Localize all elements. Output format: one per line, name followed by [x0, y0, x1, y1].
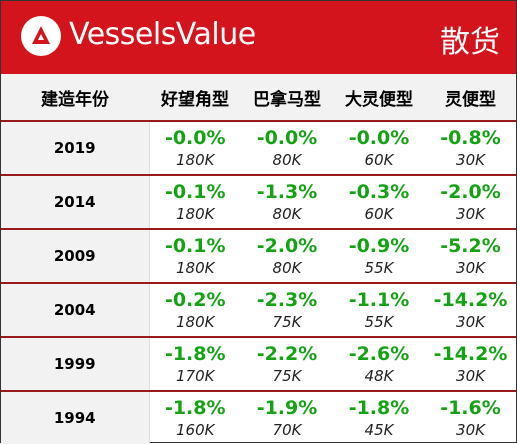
vessel-size: 30K [456, 205, 485, 223]
vessel-size: 70K [272, 421, 302, 439]
pct-change: -0.1% [164, 235, 226, 257]
pct-change: -2.0% [256, 235, 318, 257]
table-row: 2014 -0.1% 180K -1.3% 80K -0.3% 60K -2.0% 30… [1, 175, 516, 230]
pct-change: -1.8% [348, 397, 410, 419]
pct-change: -1.9% [256, 397, 318, 419]
pct-change: -14.2% [433, 343, 508, 365]
value-cell: -2.3% 75K [241, 283, 333, 338]
vessel-size: 180K [176, 205, 215, 223]
pct-change: -0.8% [440, 127, 501, 149]
vessel-size: 75K [272, 313, 302, 331]
table-row: 2019 -0.0% 180K -0.0% 80K -0.0% 60K -0.8% 30… [1, 121, 516, 176]
value-cell: -0.1% 180K [149, 175, 241, 230]
vessel-size: 80K [272, 151, 302, 169]
table-row: 2009 -0.1% 180K -2.0% 80K -0.9% 55K -5.2% 30… [1, 229, 516, 284]
vessel-size: 180K [176, 151, 215, 169]
vessel-size: 60K [364, 151, 394, 169]
build-year-cell: 1999 [1, 337, 150, 392]
table-header-row: 建造年份 好望角型 巴拿马型 大灵便型 灵便型 [1, 74, 516, 122]
vessel-size: 60K [364, 205, 394, 223]
value-cell: -2.0% 30K [425, 175, 516, 230]
value-cell: -1.8% 45K [333, 391, 425, 444]
vessel-size: 45K [364, 421, 394, 439]
vessel-size: 30K [456, 151, 485, 169]
vessel-size: 80K [272, 205, 302, 223]
pct-change: -1.3% [256, 181, 318, 203]
value-cell: -0.0% 60K [333, 121, 425, 176]
vessel-size: 55K [364, 313, 394, 331]
table-row: 1994 -1.8% 160K -1.9% 70K -1.8% 45K -1.6% 30… [1, 391, 516, 444]
vessel-size: 30K [456, 367, 485, 385]
vessel-size: 180K [176, 313, 215, 331]
pct-change: -0.0% [164, 127, 226, 149]
column-header-capesize: 好望角型 [149, 74, 241, 122]
build-year-cell: 2009 [1, 229, 150, 284]
value-cell: -0.9% 55K [333, 229, 425, 284]
pct-change: -2.6% [348, 343, 410, 365]
value-cell: -1.6% 30K [425, 391, 516, 444]
vessel-size: 55K [364, 259, 394, 277]
pct-change: -1.1% [348, 289, 410, 311]
vessel-size: 30K [456, 259, 485, 277]
category-label: 散货 [440, 25, 500, 60]
pct-change: -1.6% [440, 397, 501, 419]
pct-change: -0.0% [348, 127, 410, 149]
column-header-supramax: 大灵便型 [333, 74, 425, 122]
pct-change: -5.2% [440, 235, 501, 257]
vessel-size: 75K [272, 367, 302, 385]
value-cell: -2.6% 48K [333, 337, 425, 392]
value-cell: -0.8% 30K [425, 121, 516, 176]
value-cell: -1.3% 80K [241, 175, 333, 230]
build-year-cell: 2014 [1, 175, 150, 230]
pct-change: -1.8% [164, 343, 226, 365]
vessel-size: 30K [456, 313, 485, 331]
value-cell: -0.3% 60K [333, 175, 425, 230]
value-cell: -14.2% 30K [425, 337, 516, 392]
vessel-size: 30K [456, 421, 485, 439]
column-header-build-year: 建造年份 [1, 74, 149, 122]
value-cell: -14.2% 30K [425, 283, 516, 338]
value-cell: -0.0% 180K [149, 121, 241, 176]
value-cell: -1.1% 55K [333, 283, 425, 338]
pct-change: -14.2% [433, 289, 508, 311]
pct-change: -2.0% [440, 181, 501, 203]
pct-change: -2.3% [256, 289, 318, 311]
value-cell: -1.8% 170K [149, 337, 241, 392]
value-cell: -1.8% 160K [149, 391, 241, 444]
pct-change: -2.2% [256, 343, 318, 365]
value-cell: -1.9% 70K [241, 391, 333, 444]
vessel-size: 180K [176, 259, 215, 277]
value-cell: -0.2% 180K [149, 283, 241, 338]
value-cell: -0.1% 180K [149, 229, 241, 284]
value-cell: -2.2% 75K [241, 337, 333, 392]
vessel-size: 48K [364, 367, 394, 385]
vessel-size: 160K [176, 421, 215, 439]
value-cell: -0.0% 80K [241, 121, 333, 176]
column-header-handysize: 灵便型 [425, 74, 516, 122]
table-row: 1999 -1.8% 170K -2.2% 75K -2.6% 48K -14.2% 3… [1, 337, 516, 392]
pct-change: -0.1% [164, 181, 226, 203]
pct-change: -0.9% [348, 235, 410, 257]
vessel-size: 170K [176, 367, 215, 385]
pct-change: -1.8% [164, 397, 226, 419]
build-year-cell: 2019 [1, 121, 150, 176]
vesselsvalue-logo-icon [21, 16, 61, 56]
value-cell: -2.0% 80K [241, 229, 333, 284]
build-year-cell: 2004 [1, 283, 150, 338]
pct-change: -0.2% [164, 289, 226, 311]
build-year-cell: 1994 [1, 391, 150, 444]
pct-change: -0.0% [256, 127, 318, 149]
value-cell: -5.2% 30K [425, 229, 516, 284]
brand-name: VesselsValue [69, 17, 256, 52]
value-change-table: 建造年份 好望角型 巴拿马型 大灵便型 灵便型 2019 -0.0% 180K -… [1, 74, 516, 444]
vessel-size: 80K [272, 259, 302, 277]
pct-change: -0.3% [348, 181, 410, 203]
column-header-panamax: 巴拿马型 [241, 74, 333, 122]
table-row: 2004 -0.2% 180K -2.3% 75K -1.1% 55K -14.2% 3… [1, 283, 516, 338]
header-bar: VesselsValue 散货 [1, 1, 516, 74]
